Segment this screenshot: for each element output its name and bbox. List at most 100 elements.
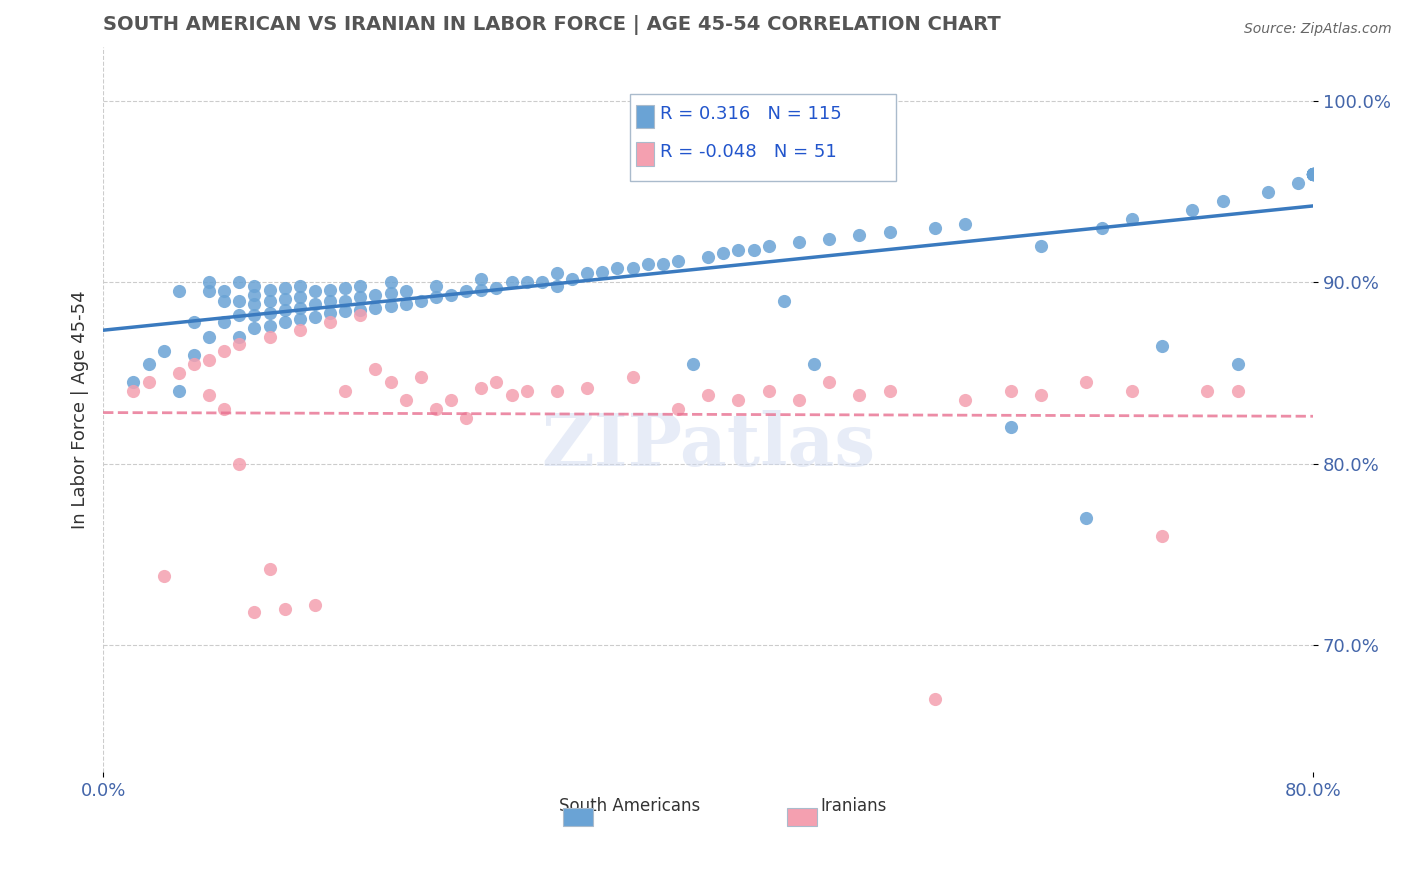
- Point: [470, 283, 492, 297]
- Point: [651, 257, 673, 271]
- Point: [485, 375, 508, 389]
- Point: [304, 285, 326, 299]
- Point: [546, 266, 568, 280]
- Point: [273, 292, 295, 306]
- Point: [530, 276, 553, 290]
- Point: [1150, 529, 1173, 543]
- Point: [212, 344, 235, 359]
- Point: [152, 569, 174, 583]
- Point: [380, 286, 402, 301]
- Point: [1302, 167, 1324, 181]
- Point: [1121, 211, 1143, 226]
- Text: Source: ZipAtlas.com: Source: ZipAtlas.com: [1244, 22, 1392, 37]
- Point: [1286, 176, 1309, 190]
- Point: [273, 281, 295, 295]
- Point: [319, 293, 342, 308]
- Point: [561, 272, 583, 286]
- Point: [470, 272, 492, 286]
- Point: [1302, 167, 1324, 181]
- Point: [304, 297, 326, 311]
- Point: [1000, 384, 1022, 399]
- Point: [818, 232, 841, 246]
- Point: [228, 276, 250, 290]
- Point: [1226, 384, 1249, 399]
- Point: [364, 288, 387, 302]
- Point: [711, 246, 734, 260]
- Point: [516, 276, 538, 290]
- Bar: [636, 104, 654, 128]
- Point: [167, 285, 190, 299]
- Point: [1197, 384, 1219, 399]
- Point: [122, 384, 145, 399]
- Point: [924, 692, 946, 706]
- Point: [243, 288, 266, 302]
- Point: [304, 598, 326, 612]
- Point: [1302, 167, 1324, 181]
- Point: [1302, 167, 1324, 181]
- Point: [319, 315, 342, 329]
- Point: [1000, 420, 1022, 434]
- Text: Iranians: Iranians: [820, 797, 887, 815]
- Y-axis label: In Labor Force | Age 45-54: In Labor Force | Age 45-54: [72, 290, 89, 529]
- Point: [228, 337, 250, 351]
- Point: [516, 384, 538, 399]
- Point: [501, 276, 523, 290]
- Point: [259, 283, 281, 297]
- Point: [228, 308, 250, 322]
- Point: [1302, 167, 1324, 181]
- Point: [924, 221, 946, 235]
- Point: [395, 285, 418, 299]
- Point: [1029, 388, 1052, 402]
- Point: [167, 384, 190, 399]
- Point: [243, 308, 266, 322]
- Point: [546, 384, 568, 399]
- Point: [1302, 167, 1324, 181]
- Point: [1302, 167, 1324, 181]
- Point: [1121, 384, 1143, 399]
- Point: [183, 315, 205, 329]
- Point: [349, 279, 371, 293]
- Point: [273, 601, 295, 615]
- Point: [682, 357, 704, 371]
- Point: [606, 260, 628, 275]
- Point: [955, 393, 977, 408]
- Point: [697, 388, 720, 402]
- Point: [1302, 167, 1324, 181]
- Point: [198, 285, 221, 299]
- Point: [1302, 167, 1324, 181]
- Point: [380, 276, 402, 290]
- Text: R = 0.316   N = 115: R = 0.316 N = 115: [659, 105, 842, 123]
- Text: ZIPatlas: ZIPatlas: [541, 410, 876, 481]
- Point: [212, 315, 235, 329]
- Point: [288, 311, 311, 326]
- Point: [1302, 167, 1324, 181]
- Point: [259, 318, 281, 333]
- Point: [803, 357, 825, 371]
- Point: [758, 239, 780, 253]
- Point: [333, 384, 356, 399]
- Point: [1211, 194, 1233, 208]
- Point: [380, 375, 402, 389]
- Point: [425, 279, 447, 293]
- Point: [183, 357, 205, 371]
- Point: [259, 306, 281, 320]
- Point: [259, 293, 281, 308]
- Point: [395, 297, 418, 311]
- Point: [288, 279, 311, 293]
- Point: [772, 293, 794, 308]
- Point: [288, 322, 311, 336]
- Point: [138, 357, 160, 371]
- Point: [409, 369, 432, 384]
- Point: [319, 283, 342, 297]
- Point: [1302, 167, 1324, 181]
- Text: R = -0.048   N = 51: R = -0.048 N = 51: [659, 143, 837, 161]
- Point: [425, 402, 447, 417]
- Point: [243, 297, 266, 311]
- Point: [1302, 167, 1324, 181]
- Point: [470, 380, 492, 394]
- Point: [1302, 167, 1324, 181]
- Point: [546, 279, 568, 293]
- Point: [364, 362, 387, 376]
- Point: [259, 330, 281, 344]
- Point: [212, 285, 235, 299]
